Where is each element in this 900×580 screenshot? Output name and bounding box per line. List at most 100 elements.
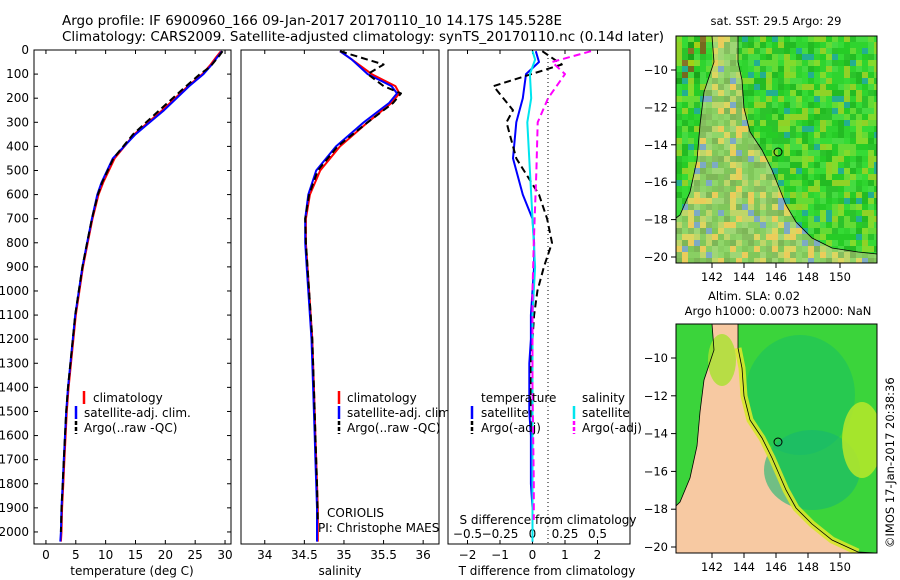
- sst-pixel: [742, 180, 748, 186]
- sst-pixel: [742, 102, 748, 108]
- sst-pixel: [808, 96, 814, 102]
- sst-pixel: [730, 240, 736, 246]
- sst-pixel: [844, 114, 850, 120]
- sst-pixel: [862, 108, 868, 114]
- sst-pixel: [868, 102, 874, 108]
- sst-pixel: [682, 216, 688, 222]
- sst-pixel: [718, 102, 724, 108]
- sst-pixel: [808, 138, 814, 144]
- sst-pixel: [778, 252, 784, 258]
- sst-pixel: [820, 174, 826, 180]
- sst-pixel: [676, 156, 682, 162]
- sst-pixel: [844, 102, 850, 108]
- sst-pixel: [862, 192, 868, 198]
- sst-pixel: [820, 216, 826, 222]
- sst-pixel: [862, 204, 868, 210]
- sst-pixel: [772, 180, 778, 186]
- sst-pixel: [844, 90, 850, 96]
- sst-pixel: [724, 66, 730, 72]
- sst-pixel: [838, 174, 844, 180]
- sst-pixel: [778, 108, 784, 114]
- sst-pixel: [796, 60, 802, 66]
- sst-pixel: [874, 120, 877, 126]
- difference-axes-frame: [447, 49, 631, 545]
- sst-pixel: [724, 120, 730, 126]
- sst-pixel: [742, 228, 748, 234]
- sst-pixel: [712, 228, 718, 234]
- sst-pixel: [874, 84, 877, 90]
- sst-pixel: [676, 204, 682, 210]
- sst-pixel: [748, 192, 754, 198]
- sst-pixel: [676, 72, 682, 78]
- sst-pixel: [700, 84, 706, 90]
- sla-west-coastline: [676, 324, 715, 507]
- sst-pixel: [730, 66, 736, 72]
- sst-pixel: [826, 228, 832, 234]
- sst-pixel: [742, 96, 748, 102]
- sla-map-panel: Altim. SLA: 0.02 Argo h1000: 0.0073 h200…: [644, 289, 878, 574]
- sst-pixel: [796, 114, 802, 120]
- sst-pixel: [802, 240, 808, 246]
- sst-pixel: [778, 78, 784, 84]
- sst-pixel: [766, 132, 772, 138]
- sst-pixel: [694, 96, 700, 102]
- sst-pixel: [868, 192, 874, 198]
- sst-pixel: [682, 234, 688, 240]
- s-tick-label: 0.5: [588, 527, 607, 541]
- sst-pixel: [754, 228, 760, 234]
- sst-pixel: [730, 60, 736, 66]
- sst-pixel: [724, 114, 730, 120]
- y-tick-label: 0: [21, 43, 29, 57]
- sst-pixel: [844, 192, 850, 198]
- sst-pixel: [760, 216, 766, 222]
- sst-pixel: [802, 210, 808, 216]
- sst-pixel: [844, 150, 850, 156]
- sst-pixel: [850, 96, 856, 102]
- sst-pixel: [844, 48, 850, 54]
- sst-pixel: [790, 132, 796, 138]
- sst-pixel: [850, 114, 856, 120]
- sst-pixel: [862, 168, 868, 174]
- legend-argo-label: Argo(..raw -QC): [347, 421, 440, 435]
- map-y-tick-label: −14: [644, 138, 668, 152]
- sst-pixel: [706, 78, 712, 84]
- sst-pixel: [820, 102, 826, 108]
- sst-pixel: [760, 72, 766, 78]
- sst-pixel: [802, 108, 808, 114]
- sst-pixel: [700, 240, 706, 246]
- sst-pixel: [736, 54, 742, 60]
- sst-pixel: [754, 78, 760, 84]
- sst-pixel: [682, 138, 688, 144]
- sst-pixel: [808, 162, 814, 168]
- sst-pixel: [712, 66, 718, 72]
- sst-map-title: sat. SST: 29.5 Argo: 29: [711, 14, 842, 28]
- sst-pixel: [850, 72, 856, 78]
- sst-pixel: [724, 228, 730, 234]
- sst-pixel: [802, 246, 808, 252]
- sst-pixel: [706, 60, 712, 66]
- sst-pixel: [844, 234, 850, 240]
- sst-pixel: [694, 210, 700, 216]
- sst-pixel: [844, 222, 850, 228]
- sst-pixel: [808, 54, 814, 60]
- sst-pixel: [736, 108, 742, 114]
- sla-high-anomaly-2: [708, 334, 736, 386]
- sst-pixel: [748, 204, 754, 210]
- sst-pixel: [706, 138, 712, 144]
- sst-pixel: [814, 240, 820, 246]
- sst-pixel: [802, 36, 808, 42]
- sst-pixel: [802, 138, 808, 144]
- sst-pixel: [724, 162, 730, 168]
- sst-pixel: [676, 216, 682, 222]
- sst-pixel: [700, 228, 706, 234]
- sst-pixel: [766, 186, 772, 192]
- sst-pixel: [802, 156, 808, 162]
- sst-pixel: [784, 48, 790, 54]
- sst-pixel: [868, 198, 874, 204]
- sst-pixel: [850, 180, 856, 186]
- sst-pixel: [850, 156, 856, 162]
- sst-pixel: [856, 198, 862, 204]
- series-line-salinity-satellite: [526, 50, 537, 542]
- sst-pixel: [742, 120, 748, 126]
- sst-pixel: [850, 228, 856, 234]
